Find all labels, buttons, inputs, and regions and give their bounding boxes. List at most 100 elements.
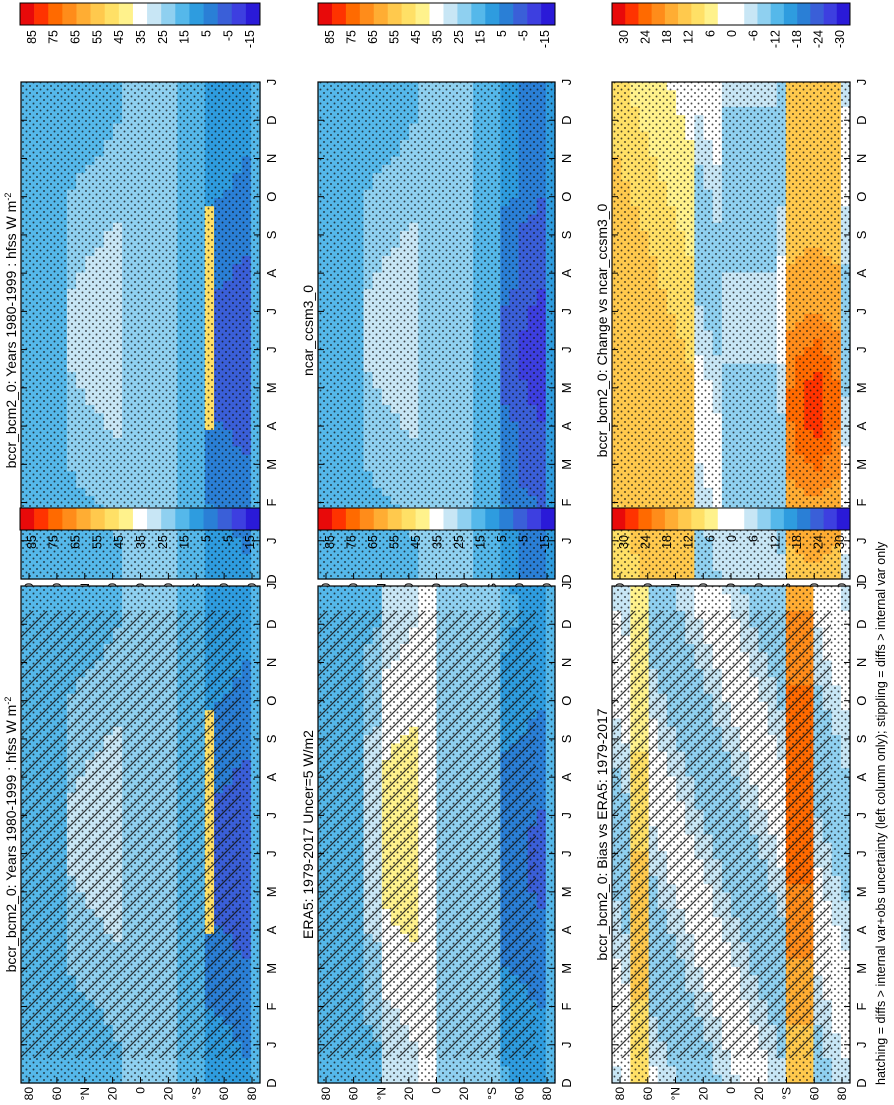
colorbar-label: 65 <box>69 30 83 44</box>
colorbar-swatch <box>443 3 457 25</box>
colorbar-swatch <box>76 3 90 25</box>
month-tick-label: A <box>264 268 279 277</box>
colorbar-swatch <box>471 3 485 25</box>
month-tick-label: J <box>559 308 574 315</box>
colorbar-label: 25 <box>452 30 466 44</box>
colorbar-swatch <box>91 508 105 530</box>
month-tick-label: J <box>264 538 279 545</box>
month-tick-label: N <box>559 154 574 163</box>
colorbar-swatch <box>34 3 48 25</box>
colorbar-swatch <box>485 3 499 25</box>
month-tick-label: J <box>264 583 279 590</box>
colorbar-label: 35 <box>134 30 148 44</box>
colorbar-label: 15 <box>178 535 192 549</box>
month-tick-label: S <box>264 734 279 743</box>
colorbar-swatch <box>105 3 119 25</box>
colorbar-swatch <box>119 508 133 530</box>
colorbar-swatch <box>161 508 175 530</box>
colorbar-swatch <box>204 3 218 25</box>
colorbar-label: -5 <box>221 30 235 41</box>
month-tick-label: D <box>559 574 574 583</box>
lat-tick-label: 20 <box>106 1087 120 1100</box>
stippling-overlay <box>318 82 555 579</box>
month-tick-label: M <box>559 382 574 393</box>
colorbar-swatch <box>119 3 133 25</box>
colorbar-swatch <box>318 3 332 25</box>
lat-tick-label: 60 <box>50 1087 64 1100</box>
colorbar-swatch <box>527 3 541 25</box>
month-tick-label: A <box>264 421 279 430</box>
month-tick-label: M <box>559 459 574 470</box>
colorbar-swatch <box>332 3 346 25</box>
colorbar-label: 15 <box>178 30 192 44</box>
colorbar-swatch <box>20 3 34 25</box>
month-tick-label: J <box>264 346 279 353</box>
colorbar-swatch <box>388 3 402 25</box>
month-tick-label: F <box>559 499 574 507</box>
colorbar-swatch <box>246 508 260 530</box>
month-tick-label: D <box>559 116 574 125</box>
colorbar-label: 35 <box>134 535 148 549</box>
colorbar-swatch <box>48 3 62 25</box>
month-tick-label: N <box>264 154 279 163</box>
lat-tick-label: °S <box>189 1087 203 1100</box>
month-tick-label: J <box>264 79 279 86</box>
colorbar-swatch <box>541 3 555 25</box>
month-tick-label: J <box>559 346 574 353</box>
colorbar-swatch <box>346 3 360 25</box>
colorbar-swatch <box>133 3 147 25</box>
lat-tick-label: 80 <box>245 1087 259 1100</box>
colorbar-swatch <box>232 508 246 530</box>
colorbar-swatch <box>360 3 374 25</box>
colorbar-swatch <box>161 3 175 25</box>
colorbar-label: 85 <box>25 535 39 549</box>
colorbar-label: 25 <box>156 30 170 44</box>
lat-tick-label: 0 <box>134 1087 148 1094</box>
panel-title: bccr_bcm2_0: Years 1980-1999 : hfss W m-… <box>3 697 19 973</box>
colorbar-swatch <box>105 508 119 530</box>
colorbar-swatch <box>232 3 246 25</box>
colorbar-label: 25 <box>156 535 170 549</box>
month-tick-label: O <box>559 192 574 202</box>
colorbar-swatch <box>189 508 203 530</box>
colorbar-label: -15 <box>243 535 257 553</box>
colorbar-label: 15 <box>474 30 488 44</box>
colorbar-label: -5 <box>517 30 531 41</box>
month-tick-label: O <box>264 696 279 706</box>
colorbar-label: 5 <box>495 30 509 37</box>
colorbar-label: 75 <box>344 30 358 44</box>
colorbar-swatch <box>189 3 203 25</box>
colorbar-label: 45 <box>409 30 423 44</box>
colorbar-swatch <box>204 508 218 530</box>
colorbar-swatch <box>133 508 147 530</box>
colorbar-swatch <box>218 508 232 530</box>
month-tick-label: D <box>264 620 279 629</box>
colorbar-label: 65 <box>69 535 83 549</box>
colorbar-label: 55 <box>90 535 104 549</box>
colorbar-label: 75 <box>47 535 61 549</box>
colorbar-swatch <box>218 3 232 25</box>
colorbar-label: 65 <box>366 30 380 44</box>
colorbar-label: 85 <box>25 30 39 44</box>
colorbar-label: -5 <box>221 535 235 546</box>
colorbar-swatch <box>34 508 48 530</box>
month-tick-label: F <box>264 499 279 507</box>
colorbar-label: -15 <box>538 30 552 48</box>
colorbar-swatch <box>91 3 105 25</box>
colorbar-swatch <box>513 3 527 25</box>
month-tick-label: J <box>264 812 279 819</box>
month-tick-label: J <box>264 850 279 857</box>
month-tick-label: N <box>264 658 279 667</box>
colorbar-swatch <box>457 3 471 25</box>
lat-tick-label: 60 <box>217 1087 231 1100</box>
month-tick-label: M <box>264 963 279 974</box>
colorbar-label: 5 <box>199 535 213 542</box>
colorbar-label: -15 <box>243 30 257 48</box>
colorbar-swatch <box>374 3 388 25</box>
month-tick-label: J <box>264 308 279 315</box>
chart-panel-p2: 8060°N20020°S6080DJFMAMJJASONDJbccr_bcm2… <box>3 3 279 596</box>
